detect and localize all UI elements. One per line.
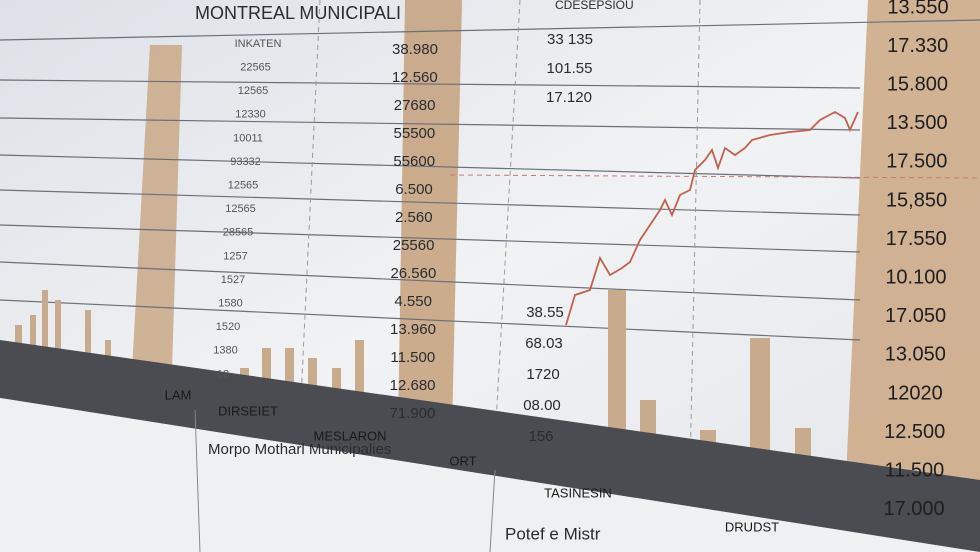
grid-dashed	[299, 0, 980, 471]
subtitle: CDESEPSIOU	[555, 0, 634, 12]
column-b-cell: 33 135	[547, 31, 593, 48]
column-c-cell: 38.55	[526, 304, 564, 321]
grid	[0, 19, 980, 341]
column-small-cell: INKATEN	[235, 38, 282, 50]
right-column-cell: 11.500	[885, 459, 945, 481]
column-band	[132, 45, 182, 370]
column-c-cell: 156	[528, 428, 553, 445]
footer-tab: TASINESIN	[544, 485, 612, 500]
right-column-cell: 17.550	[886, 228, 947, 250]
right-column-cell: 12020	[887, 382, 943, 404]
column-small-cell: 12565	[225, 203, 256, 215]
column-small-cell: 12	[217, 368, 229, 380]
footer-tab: DRUDST	[725, 519, 779, 534]
trend-line	[565, 110, 859, 326]
right-column-cell: 13.550	[887, 0, 948, 18]
right-column-cell: 13.050	[885, 344, 946, 366]
divider	[489, 469, 496, 552]
right-column-cell: 17.000	[884, 498, 945, 520]
column-a-cell: 27680	[394, 97, 436, 114]
column-a-cell: 11.500	[390, 349, 435, 366]
right-column-cell: 17.050	[885, 305, 946, 327]
column-small-cell: 1380	[213, 345, 237, 357]
column-small-cell: 28565	[223, 227, 254, 239]
footer-tab: DIRSEIET	[218, 403, 278, 418]
column-a-cell: 13.960	[390, 321, 436, 338]
column-small-cell: 10011	[233, 132, 263, 144]
column-small-cell: 1520	[216, 321, 240, 333]
bottom-heading: Potef e Mistr	[505, 524, 601, 543]
column-band	[398, 0, 462, 430]
right-column-cell: 13.500	[887, 112, 948, 134]
column-a-cell: 26.560	[390, 265, 436, 282]
footer-tab: LAM	[165, 387, 192, 402]
column-a-cell: 4.550	[394, 293, 432, 310]
column-a-cell: 12.680	[390, 377, 436, 394]
footer-tab: ORT	[449, 453, 476, 468]
column-b-cell: 101.55	[547, 60, 593, 77]
column-a-cell: 38.980	[392, 41, 438, 58]
column-small-cell: 1527	[221, 274, 245, 286]
bottom-panel	[0, 398, 980, 552]
footer-tab: MESLARON	[314, 428, 387, 443]
column-a-cell: 55500	[394, 125, 436, 142]
right-column-cell: 15,850	[886, 189, 947, 211]
column-a-cell: 6.500	[395, 181, 433, 198]
column-small-cell: 12565	[238, 85, 269, 97]
column-a-cell: 71.900	[389, 405, 435, 422]
column-a-cell: 55600	[393, 153, 435, 170]
column-small-cell: 22565	[240, 62, 271, 74]
right-column-cell: 10.100	[885, 266, 946, 288]
column-small-cell: 12565	[228, 180, 259, 192]
divider	[194, 409, 201, 552]
column-small-cell: 1580	[218, 298, 242, 310]
column-band	[845, 0, 980, 552]
right-column-cell: 12.500	[884, 421, 945, 443]
right-column-cell: 15.800	[887, 73, 948, 95]
column-a-cell: 25560	[393, 237, 435, 254]
bottom-heading: Morpo Motharl Municipalies	[208, 441, 391, 458]
title: MONTREAL MUNICIPALI	[195, 3, 401, 23]
right-column-cell: 17.330	[887, 35, 948, 57]
column-a-cell: 12.560	[392, 69, 438, 86]
column-b-cell: 17.120	[546, 89, 592, 106]
footer-band	[0, 340, 980, 552]
column-c-cell: 68.03	[525, 335, 563, 352]
column-small-cell: 12330	[235, 109, 266, 121]
column-small-cell: 1257	[223, 250, 247, 262]
column-c-cell: 1720	[526, 366, 559, 383]
column-c-cell: 08.00	[523, 397, 561, 414]
column-a-cell: 2.560	[395, 209, 433, 226]
right-column-cell: 17.500	[886, 151, 947, 173]
column-small-cell: 93332	[230, 156, 261, 168]
